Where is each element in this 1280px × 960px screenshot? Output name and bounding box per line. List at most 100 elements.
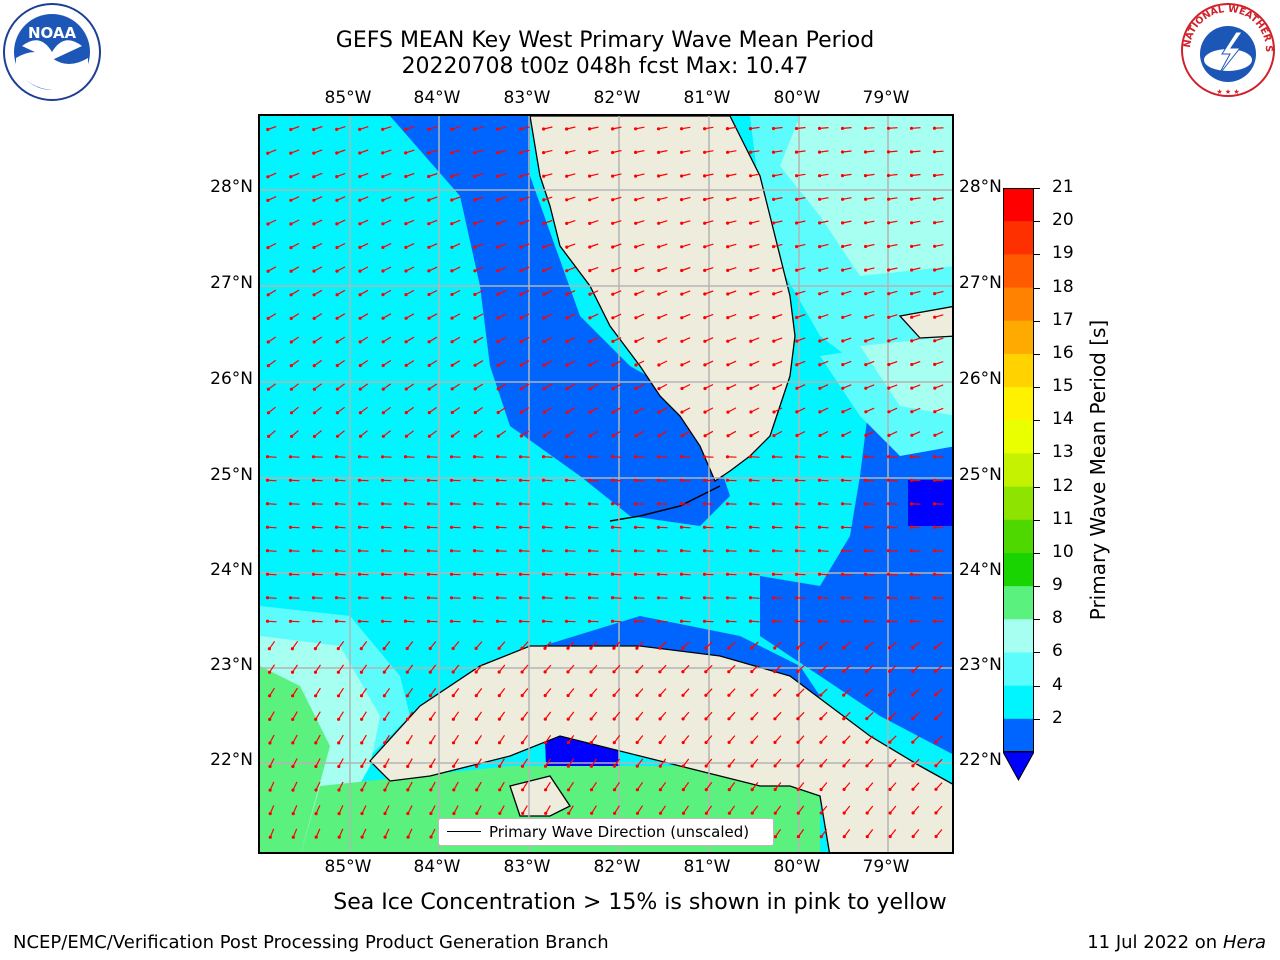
wave-arrow-head (382, 670, 386, 674)
map-panel[interactable] (258, 114, 954, 854)
lon-label-top: 81°W (683, 88, 731, 108)
wave-arrow-head (357, 502, 362, 506)
wave-arrow-head (589, 764, 593, 768)
wave-arrow-head (771, 455, 776, 459)
wave-arrow-head (749, 221, 753, 225)
wave-arrow-head (635, 693, 639, 698)
wave-arrow-head (427, 269, 431, 273)
wave-arrow-head (587, 596, 592, 600)
wave-arrow-head (450, 269, 454, 273)
colorbar-tick-label: 2 (1052, 707, 1063, 728)
wave-arrow-head (429, 741, 433, 745)
wave-arrow-head (541, 525, 546, 529)
colorbar-segment (1003, 552, 1034, 587)
colorbar-segment (1003, 287, 1034, 322)
wave-arrow-head (405, 694, 409, 698)
wave-arrow-head (796, 693, 800, 697)
wave-period-map (260, 116, 952, 854)
wave-arrow-head (865, 740, 869, 744)
wave-arrow-head (543, 693, 547, 698)
wave-arrow-head (727, 811, 731, 815)
wave-arrow-head (518, 455, 523, 459)
land-cuba (369, 645, 952, 852)
wave-arrow-head (680, 363, 684, 367)
wave-arrow-head (565, 363, 569, 367)
wave-arrow-head (727, 740, 731, 745)
wave-arrow-head (429, 764, 433, 769)
wave-arrow-head (911, 787, 915, 791)
wave-arrow-head (863, 478, 868, 482)
wave-arrow-head (542, 316, 546, 320)
wave-arrow-head (519, 221, 523, 226)
wave-arrow-head (291, 717, 295, 722)
wave-arrow-head (541, 549, 546, 553)
wave-arrow-head (749, 316, 753, 320)
wave-arrow-head (495, 549, 500, 553)
colorbar-segment (1003, 453, 1034, 488)
wave-arrow-head (817, 455, 822, 459)
wave-arrow-head (335, 387, 339, 391)
wave-arrow-head (818, 386, 822, 390)
wave-arrow-head (360, 835, 364, 839)
wave-arrow-head (863, 150, 868, 154)
legend-line-swatch (447, 831, 481, 832)
wave-arrow-head (934, 764, 938, 768)
wave-arrow-head (474, 646, 478, 651)
wave-arrow-head (312, 245, 316, 250)
wave-arrow-head (772, 268, 776, 272)
wave-arrow-head (335, 434, 340, 438)
wave-arrow-head (863, 502, 868, 506)
wave-arrow-head (702, 572, 707, 576)
wave-arrow-head (864, 339, 868, 343)
wave-arrow-head (818, 433, 822, 438)
wave-arrow-head (520, 764, 525, 768)
wave-arrow-head (864, 646, 869, 650)
wave-arrow-head (634, 198, 638, 202)
wave-arrow-head (565, 127, 569, 131)
colorbar-segment (1003, 486, 1034, 521)
wave-arrow-head (611, 292, 615, 296)
wave-arrow-head (635, 740, 639, 745)
wave-arrow-head (268, 812, 272, 816)
wave-arrow-head (587, 525, 592, 529)
wave-arrow-head (610, 525, 615, 529)
wave-arrow-head (932, 126, 937, 130)
wave-arrow-head (657, 221, 661, 225)
wave-arrow-head (406, 835, 410, 839)
wave-arrow-head (795, 410, 799, 414)
lon-label-bottom: 83°W (503, 857, 551, 877)
wave-arrow-head (909, 619, 914, 623)
wave-arrow-head (610, 502, 615, 506)
wave-arrow-head (312, 387, 316, 391)
wave-arrow-head (611, 245, 615, 249)
wave-arrow-head (403, 525, 408, 529)
wave-arrow-head (450, 222, 454, 226)
wave-arrow-head (541, 502, 546, 506)
wave-arrow-head (311, 478, 316, 482)
wave-arrow-head (475, 811, 479, 816)
wave-arrow-head (564, 572, 569, 576)
wave-arrow-head (380, 549, 385, 553)
wave-arrow-head (288, 596, 293, 600)
wave-arrow-head (519, 174, 523, 178)
wave-arrow-head (474, 670, 478, 674)
colorbar-tick-label: 9 (1052, 575, 1063, 596)
wave-arrow-head (519, 198, 523, 202)
wave-arrow-head (911, 740, 915, 744)
wave-arrow-head (681, 740, 685, 745)
wave-arrow-head (634, 387, 638, 391)
wave-arrow-head (266, 246, 270, 250)
wave-arrow-head (841, 244, 845, 249)
wave-arrow-head (840, 619, 845, 623)
wave-arrow-head (842, 764, 846, 768)
wave-arrow-head (288, 549, 293, 553)
wave-arrow-head (312, 127, 316, 132)
wave-arrow-head (773, 670, 777, 674)
colorbar-tick-label: 19 (1052, 243, 1074, 264)
wave-arrow (431, 852, 435, 854)
wave-arrow-head (795, 174, 799, 178)
wave-arrow (316, 852, 319, 854)
wave-arrow-head (841, 268, 845, 272)
wave-arrow-head (496, 410, 500, 415)
wave-arrow-head (452, 764, 456, 768)
